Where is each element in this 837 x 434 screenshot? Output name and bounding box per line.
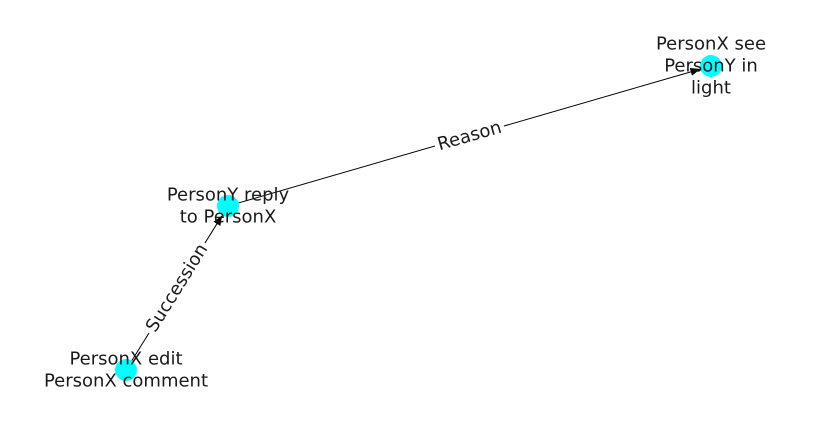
node-label: PersonX edit PersonX comment: [44, 349, 208, 392]
edge-label-group: Reason: [431, 114, 508, 158]
node-label-line: to PersonX: [180, 207, 277, 228]
edge-label-group: Succession: [139, 236, 215, 340]
edge-label: Succession: [142, 240, 213, 336]
edge-label-background: [139, 236, 215, 340]
edge-label-background: [431, 114, 508, 158]
node-label-line: PersonY in: [664, 56, 758, 77]
node-label-line: PersonX see: [656, 34, 766, 55]
node-label-line: light: [691, 78, 731, 99]
node-label-line: PersonX comment: [44, 371, 208, 392]
node-circle: [115, 359, 137, 381]
node-circle: [700, 55, 722, 77]
edge-label: Reason: [435, 117, 504, 155]
node-circle: [217, 195, 239, 217]
labels-layer: Reason Succession PersonX see PersonY in lig…: [44, 34, 766, 392]
node-label-line: PersonX edit: [69, 349, 182, 370]
node-label-line: PersonY reply: [167, 185, 290, 206]
node-label: PersonX see PersonY in light: [656, 34, 766, 99]
nodes-layer: [115, 55, 722, 381]
node-label: PersonY reply to PersonX: [167, 185, 290, 228]
